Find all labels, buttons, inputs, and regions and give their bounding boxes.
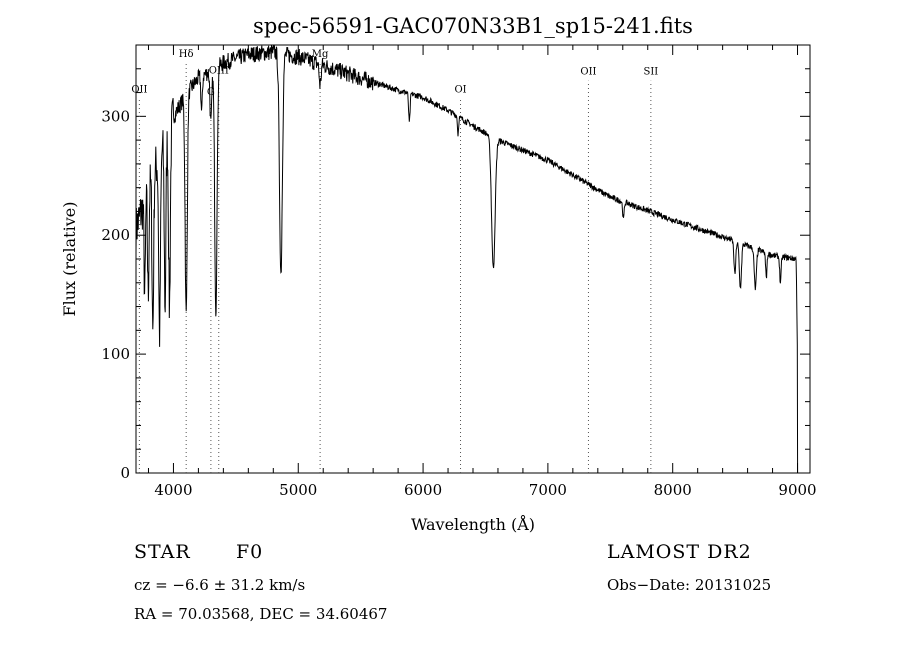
x-tick-label: 8000	[654, 481, 692, 499]
line-marker-label: G	[207, 87, 215, 98]
line-marker-label: OI	[454, 85, 466, 96]
observation-date: Obs−Date: 20131025	[607, 576, 772, 594]
object-subclass: F0	[236, 541, 264, 563]
line-marker-label: OII	[131, 85, 147, 96]
redshift-velocity: cz = −6.6 ± 31.2 km/s	[134, 576, 306, 594]
spectrum-line	[135, 45, 799, 474]
y-tick-label: 300	[101, 107, 130, 125]
y-axis-label: Flux (relative)	[60, 202, 79, 317]
spectrum-series	[135, 45, 799, 474]
chart-title: spec-56591-GAC070N33B1_sp15-241.fits	[253, 14, 693, 38]
x-tick-label: 6000	[404, 481, 442, 499]
line-marker-label: Hδ	[179, 49, 194, 60]
line-marker-label: OII	[580, 67, 596, 78]
line-marker-label: SII	[643, 67, 658, 78]
x-axis-label: Wavelength (Å)	[411, 514, 535, 534]
y-tick-label: 100	[101, 345, 130, 363]
plot-frame	[135, 44, 811, 474]
y-tick-label: 0	[120, 464, 130, 482]
x-tick-label: 7000	[529, 481, 567, 499]
survey-name: LAMOST DR2	[607, 541, 752, 563]
line-marker-label: OIII	[209, 66, 229, 77]
axes	[135, 44, 811, 474]
sky-coordinates: RA = 70.03568, DEC = 34.60467	[134, 605, 388, 623]
chart-text: 4000 5000 6000 7000 8000 9000 0 100 200 300 spec-5…	[60, 14, 817, 534]
x-tick-label: 9000	[778, 481, 816, 499]
line-marker-label: Mg	[312, 49, 329, 60]
x-tick-label: 5000	[279, 481, 317, 499]
x-tick-label: 4000	[154, 481, 192, 499]
line-markers	[138, 62, 652, 473]
object-class: STAR	[134, 541, 191, 563]
y-tick-label: 200	[101, 226, 130, 244]
